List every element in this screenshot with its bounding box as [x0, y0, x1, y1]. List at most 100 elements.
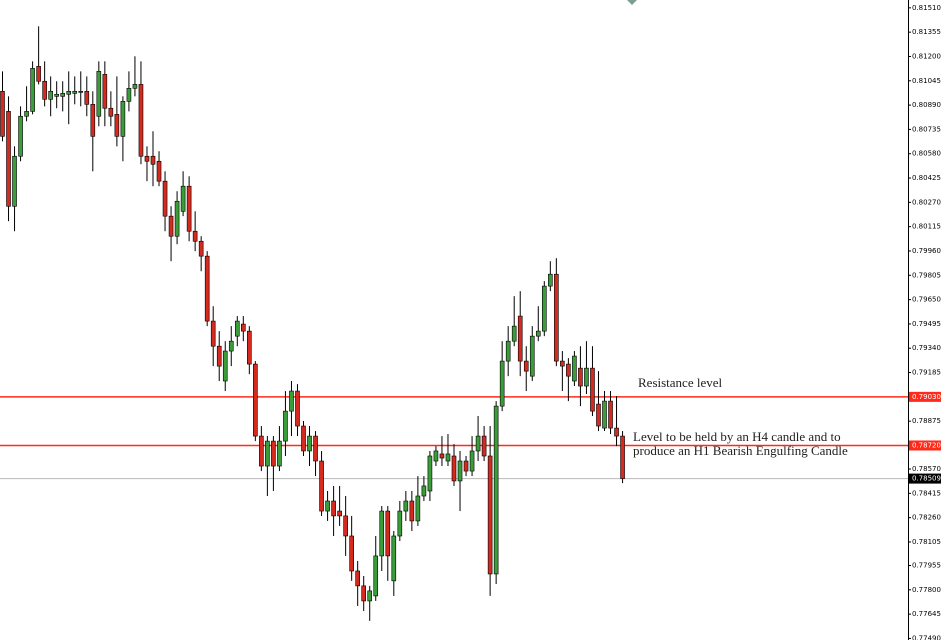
candle-body [204, 255, 210, 322]
y-tick-label: 0.79340 [912, 344, 941, 352]
candle-body [367, 590, 373, 602]
candle-body [331, 500, 336, 517]
plot: 0.81510 0.81355 0.81200 0.81045 0.80890 0.807… [0, 4, 941, 640]
candle-body [499, 360, 505, 407]
y-tick-label: 0.79650 [912, 296, 941, 304]
candle-body [102, 74, 108, 109]
level-label-box [909, 440, 941, 451]
candle-body [90, 104, 96, 137]
y-tick-label: 0.77800 [912, 586, 941, 594]
annotation: Resistance level [638, 375, 722, 390]
candle-body [192, 230, 198, 242]
candle-body [216, 345, 222, 367]
candle-body [596, 403, 601, 427]
candle-body [590, 367, 595, 412]
level-label: 0.79030 [912, 393, 941, 401]
y-tick-label: 0.80890 [912, 101, 941, 109]
level-label-box [909, 473, 941, 484]
candle-body [463, 460, 469, 472]
candle-body [517, 315, 523, 362]
candle-body [385, 510, 391, 557]
candle-body [241, 323, 246, 332]
y-tick-label: 0.80580 [912, 150, 941, 158]
candle-body [48, 90, 53, 100]
candle-body [228, 340, 234, 352]
candle-body [30, 68, 35, 112]
y-tick-label: 0.80735 [912, 125, 941, 133]
candle-body [66, 90, 72, 95]
y-tick-label: 0.78260 [912, 514, 941, 522]
candle-body [608, 400, 613, 429]
candle-body [234, 320, 240, 337]
candle-body [12, 155, 17, 207]
candle-body [24, 111, 29, 117]
candle-body [433, 450, 439, 462]
y-tick-label: 0.79805 [912, 271, 941, 279]
candle-body [6, 111, 11, 207]
candle-body [138, 84, 144, 157]
candle-body [560, 360, 565, 367]
candle-body [343, 515, 348, 537]
y-tick-label: 0.80425 [912, 174, 941, 182]
candle-body [481, 435, 487, 457]
candle-body [572, 355, 577, 382]
candle-body [60, 93, 66, 97]
candle-body [295, 390, 300, 427]
candle-body [469, 450, 475, 472]
candle-body [126, 88, 132, 102]
candle-body [72, 90, 78, 94]
candle-body [361, 585, 367, 602]
candle-body [541, 285, 547, 332]
y-tick-label: 0.79185 [912, 369, 941, 377]
candle-body [445, 453, 451, 462]
candle-body [554, 273, 559, 362]
candle-body [132, 84, 138, 89]
candle-body [78, 90, 84, 93]
y-tick-label: 0.81200 [912, 52, 941, 60]
candle-body [210, 320, 216, 347]
marker [627, 0, 637, 5]
candle-body [487, 455, 493, 575]
candle-body [0, 90, 5, 137]
candle-body [265, 440, 270, 467]
candle-body [379, 510, 385, 557]
candle-body [180, 185, 186, 212]
candle-body [349, 535, 354, 572]
candle-body [186, 185, 192, 232]
y-tick-label: 0.77955 [912, 561, 941, 569]
candle-body [397, 510, 403, 537]
candle-body [427, 455, 433, 492]
candle-body [150, 155, 156, 165]
candle-body [259, 435, 264, 467]
candle-body [289, 390, 294, 412]
y-tick-label: 0.81045 [912, 77, 941, 85]
candle-body [222, 350, 228, 382]
candle-body [108, 107, 114, 117]
y-tick-label: 0.81510 [912, 4, 941, 12]
candle-body [198, 240, 204, 257]
candle-body [620, 435, 625, 479]
candle-body [409, 500, 415, 522]
level-label-box [909, 391, 941, 402]
y-tick-label: 0.78570 [912, 465, 941, 473]
candle-body [54, 93, 59, 97]
candle-body [247, 330, 252, 365]
candle-body [42, 80, 47, 100]
candle-body [325, 500, 330, 512]
candle-body [505, 340, 511, 362]
y-tick-label: 0.78875 [912, 417, 941, 425]
y-tick-label: 0.77645 [912, 610, 941, 618]
candle-body [162, 180, 168, 217]
candle-body [584, 367, 589, 387]
candle-body [253, 363, 258, 437]
candle-body [337, 510, 342, 517]
y-tick-label: 0.79960 [912, 247, 941, 255]
candle-body [373, 555, 379, 597]
candle-body [271, 440, 276, 467]
candle-body [144, 155, 150, 162]
annotation: produce an H1 Bearish Engulfing Candle [633, 443, 848, 458]
y-tick-label: 0.78105 [912, 538, 941, 546]
